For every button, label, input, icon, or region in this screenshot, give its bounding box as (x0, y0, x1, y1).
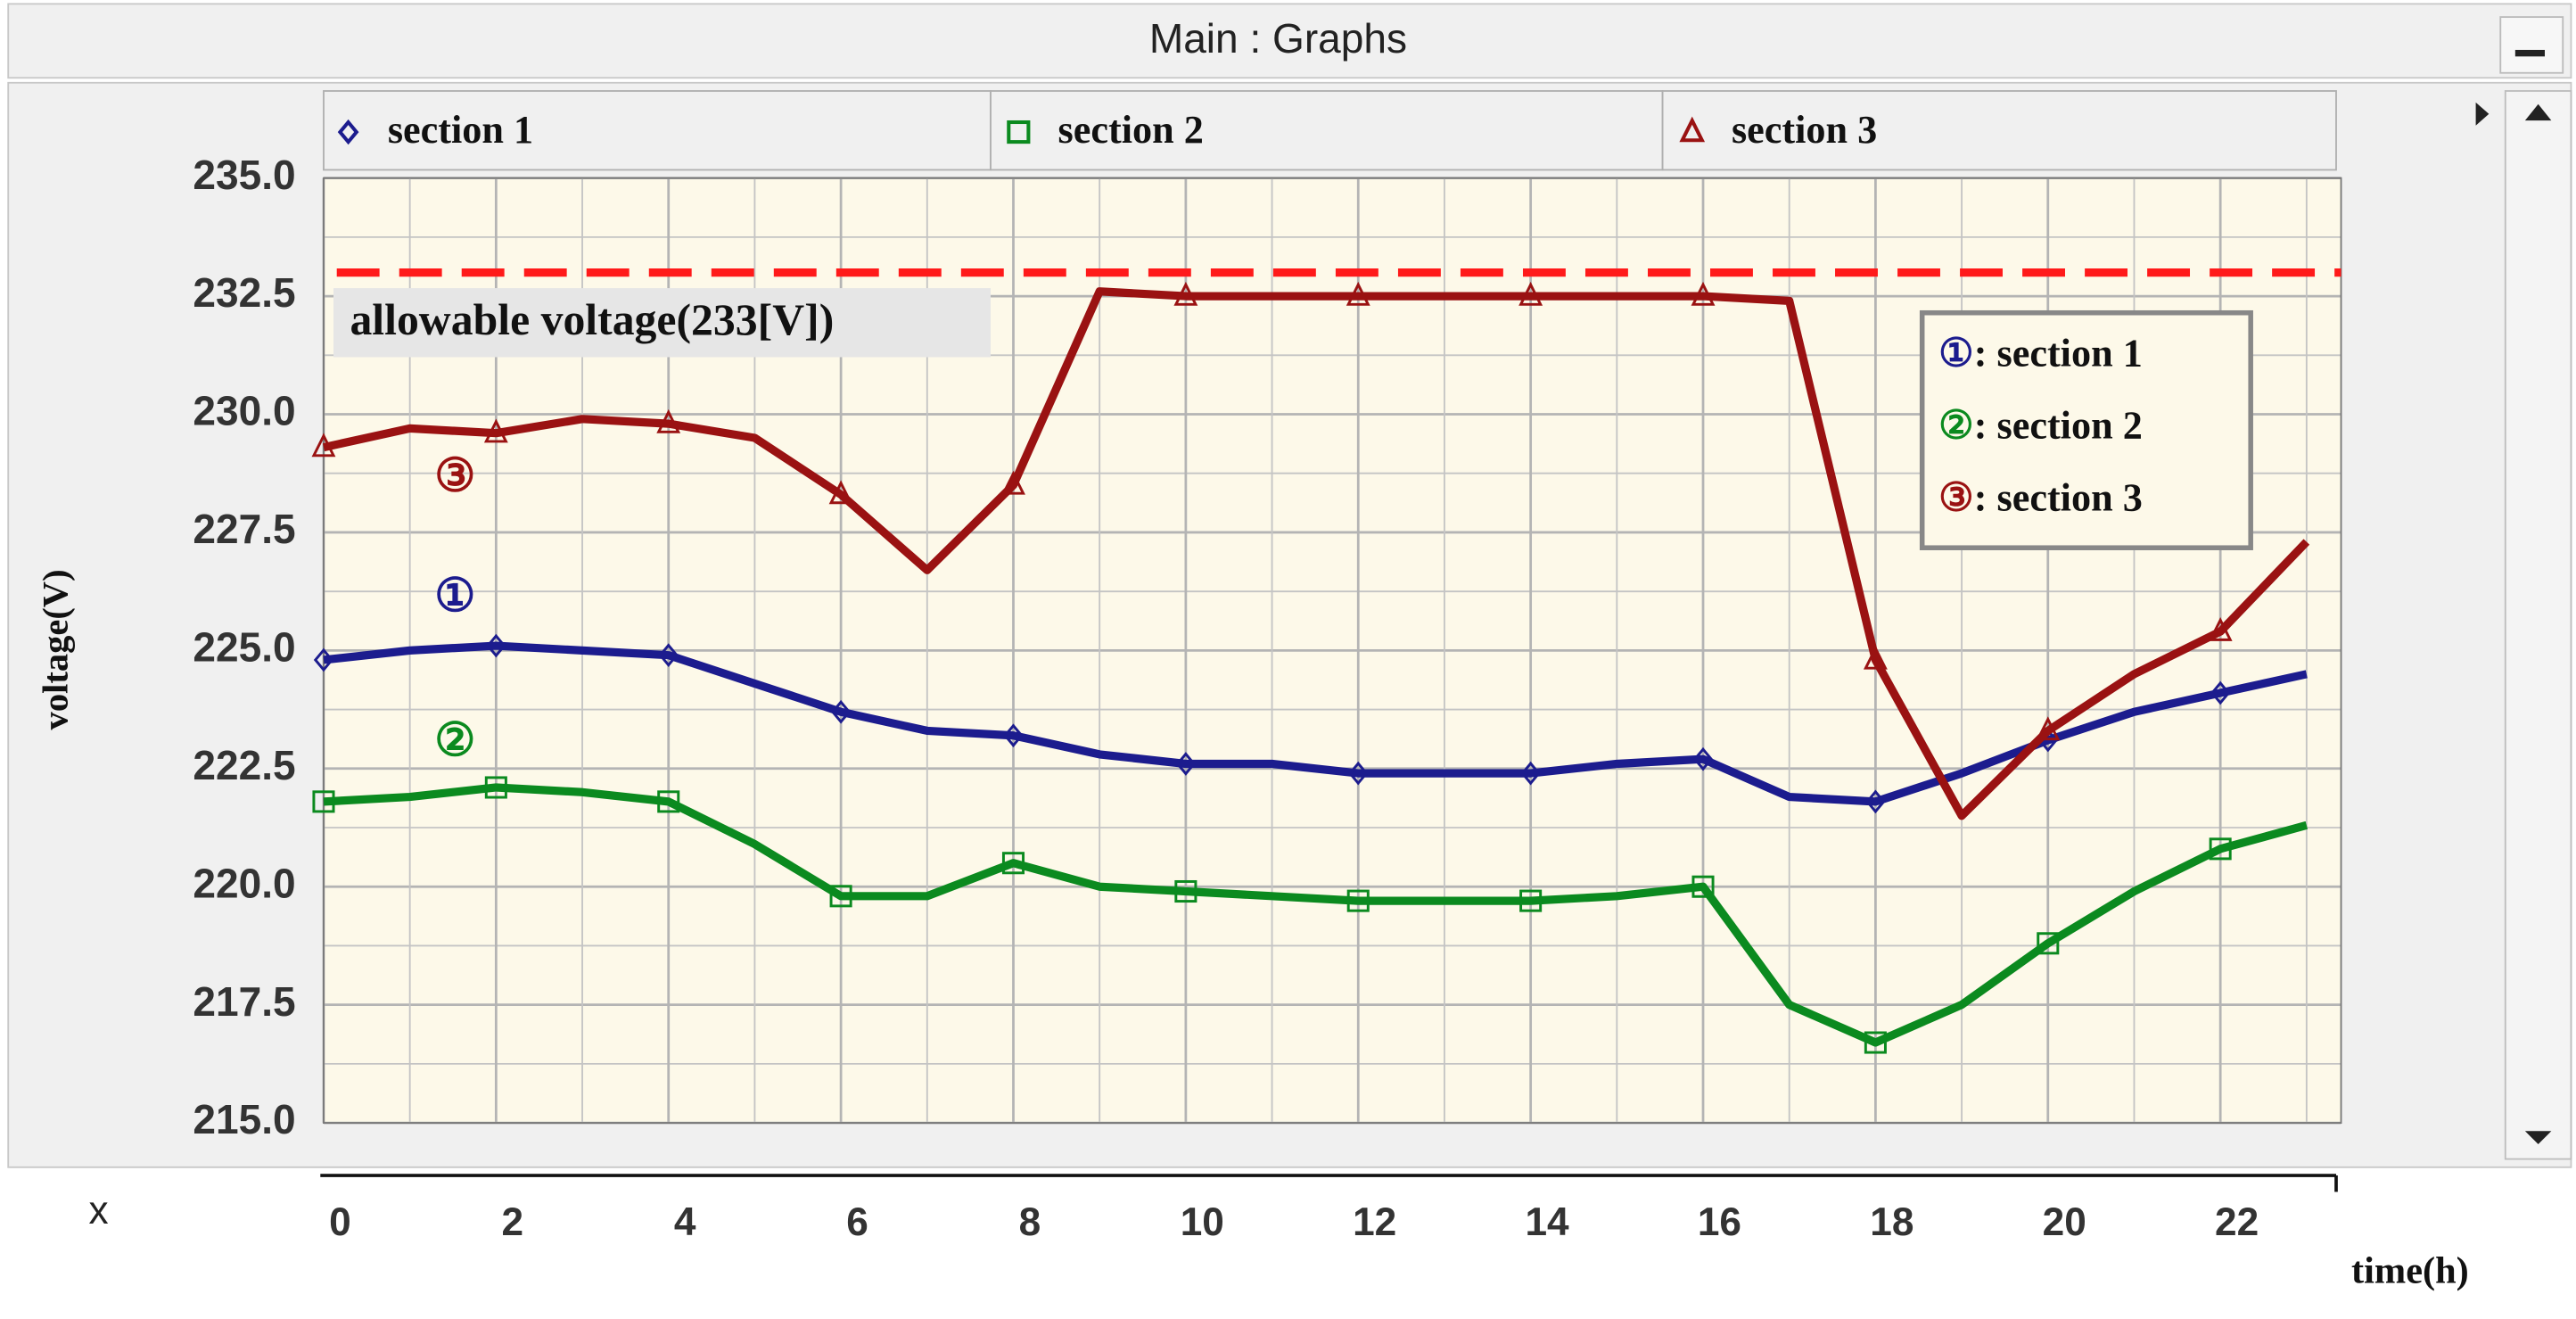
x-tick-label: 10 (1181, 1200, 1224, 1244)
annotation-box (333, 288, 992, 358)
marker (828, 480, 853, 505)
x-tick-label: 8 (1019, 1200, 1041, 1244)
marker (1174, 879, 1197, 903)
legend-text: : section 3 (1974, 476, 2143, 520)
x-tick-label: 0 (329, 1200, 351, 1244)
legend-symbol: ② (1938, 404, 1974, 448)
line-label: ③ (434, 451, 475, 502)
annotation: allowable voltage(233[V]) (350, 295, 834, 344)
y-tick-label: 230.0 (193, 388, 295, 434)
legend-box (1919, 309, 2253, 550)
marker (658, 643, 679, 668)
window-title: Main : Graphs (1149, 15, 1407, 62)
marker (313, 647, 334, 672)
marker (312, 790, 335, 813)
marker (484, 776, 507, 799)
scroll-down[interactable] (2524, 1131, 2552, 1145)
marker (2208, 616, 2233, 641)
marker (1001, 852, 1025, 875)
marker (829, 885, 852, 908)
line-label: ② (434, 715, 475, 766)
legend-entry: ③: section 3 (1938, 476, 2143, 520)
marker (1175, 752, 1197, 776)
marker (2037, 932, 2060, 955)
marker (486, 633, 506, 658)
minimize-button[interactable] (2499, 16, 2564, 74)
x-tick-label: 16 (1698, 1200, 1741, 1244)
marker (1348, 761, 1369, 786)
marker (1518, 281, 1543, 306)
series-line (323, 783, 2309, 1047)
marker (483, 418, 508, 443)
legend-marker (337, 119, 359, 145)
tab-scroll[interactable] (2475, 102, 2490, 126)
x-tick-label: 14 (1525, 1200, 1569, 1244)
marker (1003, 723, 1024, 748)
x-tick-label: 20 (2043, 1200, 2086, 1244)
y-tick-label: 217.5 (193, 978, 295, 1025)
marker (1864, 1031, 1887, 1054)
marker (311, 433, 336, 458)
marker (2036, 716, 2061, 741)
y-tick-label: 232.5 (193, 269, 295, 316)
legend-symbol: ③ (1938, 476, 1974, 520)
x-tick-label: 6 (846, 1200, 868, 1244)
marker (1863, 645, 1888, 670)
marker (2209, 837, 2232, 861)
x-axis-name: x (88, 1189, 108, 1232)
legend-entry: ①: section 1 (1938, 332, 2143, 375)
marker (1865, 789, 1886, 814)
x-axis-label: time(h) (2351, 1249, 2469, 1291)
legend-text: : section 1 (1974, 332, 2143, 375)
marker (1173, 281, 1198, 306)
series-tab[interactable] (990, 90, 1664, 171)
marker (656, 408, 681, 433)
scroll-up[interactable] (2524, 103, 2552, 121)
marker (657, 790, 680, 813)
minimize-icon (2514, 49, 2545, 57)
y-tick-label: 220.0 (193, 860, 295, 906)
marker (1520, 761, 1541, 786)
legend-label: section 1 (388, 108, 533, 152)
marker (2210, 680, 2231, 705)
marker (1692, 746, 1714, 771)
line-label: ① (434, 571, 475, 622)
y-tick-label: 215.0 (193, 1096, 295, 1142)
y-tick-label: 235.0 (193, 152, 295, 198)
legend-marker (1007, 120, 1031, 144)
marker (1691, 875, 1715, 898)
legend-label: section 2 (1058, 108, 1204, 152)
marker (830, 699, 852, 724)
legend-entry: ②: section 2 (1938, 404, 2143, 448)
x-tick-label: 4 (674, 1200, 696, 1244)
y-tick-label: 222.5 (193, 742, 295, 788)
scrollbar[interactable] (2504, 90, 2572, 1160)
marker (1001, 470, 1025, 495)
legend-label: section 3 (1732, 108, 1877, 152)
legend-symbol: ① (1938, 332, 1974, 375)
legend-marker (1679, 116, 1706, 143)
title-bar (7, 3, 2572, 79)
marker (1346, 281, 1370, 306)
y-axis-label: voltage(V) (36, 569, 76, 730)
x-tick-label: 12 (1353, 1200, 1396, 1244)
legend-text: : section 2 (1974, 404, 2143, 448)
x-tick-label: 2 (501, 1200, 523, 1244)
x-tick-label: 18 (1870, 1200, 1913, 1244)
x-tick-label: 22 (2215, 1200, 2259, 1244)
series-tab[interactable] (1661, 90, 2337, 171)
marker (1519, 889, 1543, 912)
marker (1691, 281, 1716, 306)
y-tick-label: 225.0 (193, 624, 295, 671)
y-tick-label: 227.5 (193, 506, 295, 552)
series-line (322, 287, 2310, 820)
series-line (323, 641, 2308, 806)
marker (1346, 889, 1370, 912)
